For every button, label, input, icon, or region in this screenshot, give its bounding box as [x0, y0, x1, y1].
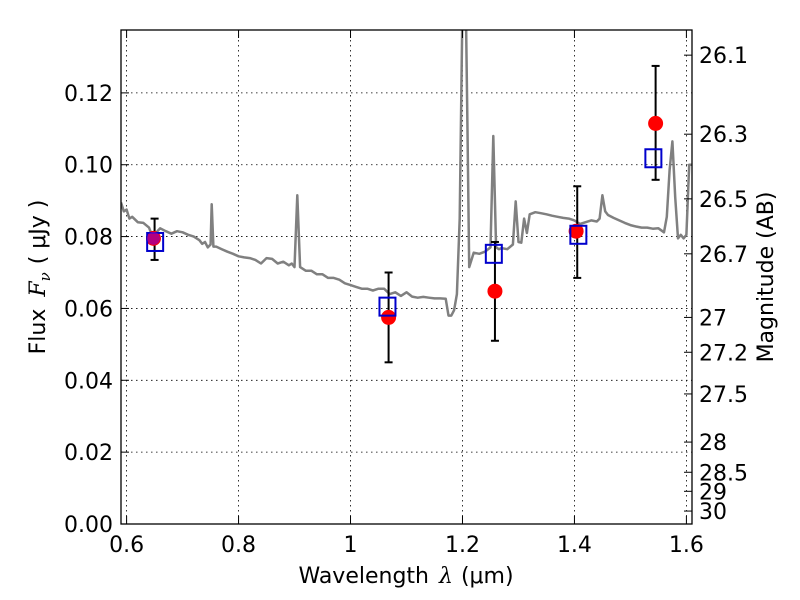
y-tick-label: 0.10 [64, 154, 113, 179]
y-axis-label: FluxFν( μJy ) [26, 200, 54, 355]
x-tick-label: 1.2 [445, 533, 480, 558]
y-tick-label: 0.02 [64, 441, 113, 466]
magnitude-tick-label: 27.5 [699, 383, 748, 408]
model-photometry-point [569, 224, 588, 245]
plot-background [121, 30, 692, 524]
magnitude-tick-label: 28 [699, 431, 727, 456]
magnitude-axis-label: Magnitude (AB) [754, 192, 779, 363]
plot-frame [120, 29, 693, 525]
y-tick-label: 0.08 [64, 226, 113, 251]
magnitude-tick-label: 29 [699, 480, 727, 505]
y-tick-label: 0.00 [64, 513, 113, 538]
model-photometry-points [146, 148, 663, 317]
magnitude-tick-label: 27.2 [699, 341, 748, 366]
x-axis-label: Wavelength λ (μm) [298, 564, 513, 589]
x-tick-label: 0.8 [221, 533, 256, 558]
x-tick-label: 1.6 [669, 533, 704, 558]
observed-point [487, 283, 503, 299]
x-tick-label: 1.4 [557, 533, 592, 558]
overlap-point [146, 231, 160, 245]
magnitude-tick-label: 30 [699, 500, 727, 525]
model-photometry-point [378, 296, 397, 317]
y-tick-label: 0.12 [64, 82, 113, 107]
magnitude-tick-label: 26.3 [699, 123, 748, 148]
x-axis-ticks: 0.6 0.8 1 1.2 1.4 1.6 [109, 30, 704, 558]
model-photometry-point [484, 243, 503, 264]
y-tick-label: 0.04 [64, 369, 113, 394]
x-tick-label: 1 [344, 533, 358, 558]
magnitude-tick-label: 26.5 [699, 188, 748, 213]
model-photometry-point [644, 148, 663, 169]
magnitude-tick-label: 28.5 [699, 461, 748, 486]
plot-area [121, 30, 692, 364]
magnitude-tick-label: 26.1 [699, 44, 748, 69]
observed-point [381, 309, 397, 325]
grid-lines [121, 30, 692, 525]
magnitude-tick-label: 26.7 [699, 243, 748, 268]
observed-point [648, 115, 664, 131]
observed-point [568, 223, 584, 239]
model-spectrum-line [121, 30, 692, 317]
y-tick-label: 0.06 [64, 297, 113, 322]
x-tick-label: 0.6 [109, 533, 144, 558]
y-axis-ticks: 0.00 0.02 0.04 0.06 0.08 0.10 0.12 [64, 82, 129, 538]
magnitude-tick-label: 27 [699, 306, 727, 331]
